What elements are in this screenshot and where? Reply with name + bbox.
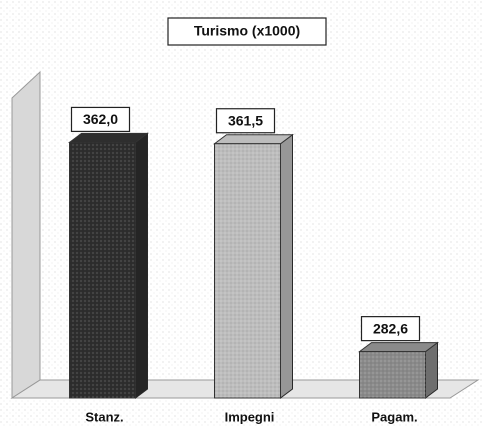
bar-side [280,133,293,399]
bar-texture [359,351,426,398]
value-label: 361,5 [228,112,263,128]
bar-texture [69,142,136,398]
value-label-box [360,316,421,342]
side-wall [11,70,41,399]
chart-title: Turismo (x1000) [194,23,300,39]
bar-side [425,341,438,399]
x-tick-label: Pagam. [371,409,417,424]
bar-top [358,342,439,353]
value-label-box [70,106,131,133]
value-label-box [215,108,276,134]
bar-top [68,132,149,143]
title-box [167,17,327,46]
value-label: 282,6 [373,320,408,336]
x-tick-label: Impegni [225,409,275,424]
x-tick-label: Stanz. [85,409,123,424]
value-label: 362,0 [83,111,118,127]
bar-top [213,134,294,145]
bar-side [135,132,148,399]
bar-texture [214,143,281,398]
